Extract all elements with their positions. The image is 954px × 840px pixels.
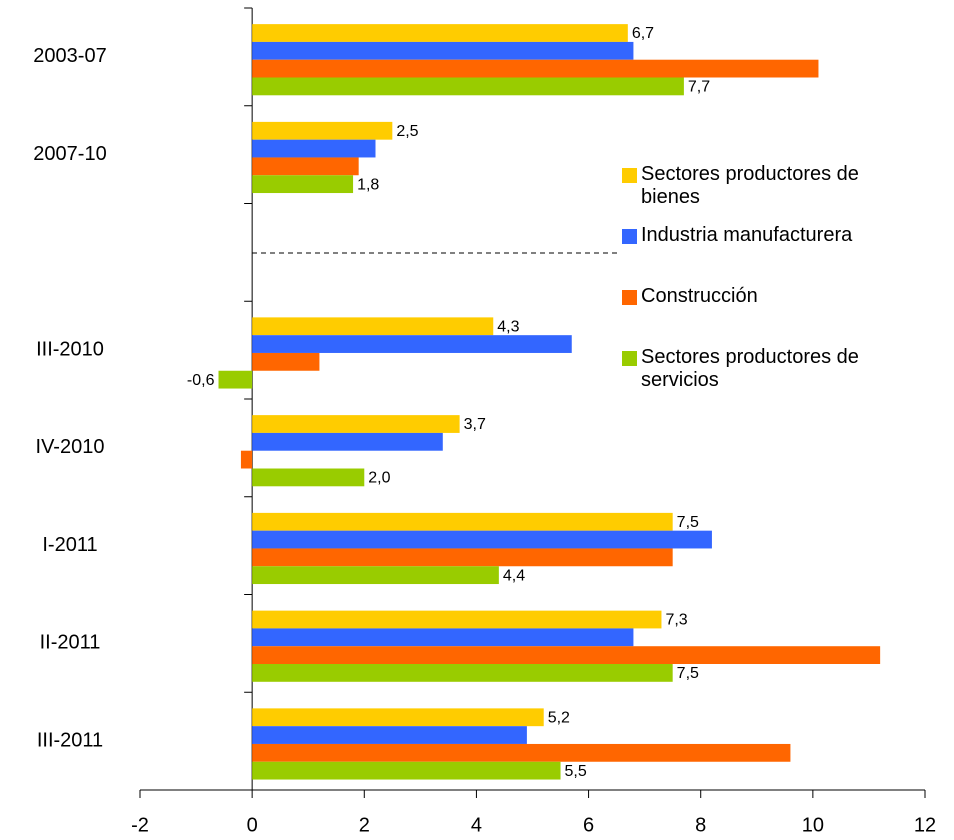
bar <box>252 708 544 727</box>
bar <box>252 726 527 744</box>
value-label: 4,4 <box>503 567 525 584</box>
bar <box>252 77 684 96</box>
legend-swatch <box>622 351 637 366</box>
x-tick-label: 4 <box>471 814 482 836</box>
value-label: 5,2 <box>548 709 570 726</box>
bar <box>252 415 460 433</box>
bar <box>252 628 634 647</box>
category-label: IV-2010 <box>36 436 105 458</box>
bar <box>252 664 673 682</box>
category-label: III-2010 <box>36 338 104 360</box>
value-label: 5,5 <box>565 763 587 780</box>
legend-swatch <box>622 290 637 305</box>
bar <box>252 548 673 567</box>
legend-swatch <box>622 168 637 183</box>
x-tick-label: -2 <box>131 814 149 836</box>
value-label: 1,8 <box>357 176 379 193</box>
category-label: I-2011 <box>42 534 97 556</box>
category-label: III-2011 <box>37 729 103 751</box>
category-label: 2003-07 <box>33 45 106 67</box>
value-label: 7,3 <box>665 612 687 629</box>
bar <box>252 335 572 353</box>
bar <box>240 450 253 469</box>
bar <box>252 41 634 60</box>
x-tick-label: 12 <box>914 814 936 836</box>
legend-entry: Construcción <box>622 285 932 346</box>
x-tick-label: 0 <box>247 814 258 836</box>
bar <box>252 59 819 78</box>
value-label: -0,6 <box>187 372 215 389</box>
value-label: 7,5 <box>677 514 699 531</box>
bar <box>252 432 443 451</box>
bar <box>252 512 673 531</box>
bar <box>252 530 712 549</box>
bar <box>252 139 376 158</box>
value-label: 7,7 <box>688 79 710 96</box>
x-tick-label: 8 <box>695 814 706 836</box>
bar <box>252 121 393 140</box>
bar <box>218 370 253 389</box>
legend-label: Industria manufacturera <box>641 224 853 246</box>
bar <box>252 175 354 194</box>
x-tick-label: 6 <box>583 814 594 836</box>
bar <box>252 317 494 336</box>
value-label: 2,0 <box>368 470 390 487</box>
legend-label: Construcción <box>641 285 758 307</box>
value-label: 6,7 <box>632 25 654 42</box>
bar <box>252 24 628 42</box>
bar <box>252 610 662 629</box>
value-label: 7,5 <box>677 665 699 682</box>
legend-entry: Sectores productores de servicios <box>622 346 932 407</box>
bar <box>252 743 791 762</box>
legend-entry: Industria manufacturera <box>622 224 932 285</box>
bar <box>252 352 320 371</box>
legend-label: Sectores productores de bienes <box>641 163 859 208</box>
legend-swatch <box>622 229 637 244</box>
x-tick-label: 10 <box>802 814 824 836</box>
bar <box>252 468 365 487</box>
value-label: 2,5 <box>396 123 418 140</box>
bar <box>252 157 359 176</box>
category-label: II-2011 <box>40 632 101 654</box>
bar <box>252 761 561 780</box>
bar <box>252 566 499 585</box>
value-label: 4,3 <box>497 318 519 335</box>
category-label: 2007-10 <box>33 143 106 165</box>
value-label: 3,7 <box>464 416 486 433</box>
legend-entry: Sectores productores de bienes <box>622 163 932 224</box>
bar <box>252 646 881 665</box>
x-tick-label: 2 <box>359 814 370 836</box>
legend: Sectores productores de bienes Industria … <box>622 163 932 407</box>
legend-label: Sectores productores de servicios <box>641 346 859 391</box>
